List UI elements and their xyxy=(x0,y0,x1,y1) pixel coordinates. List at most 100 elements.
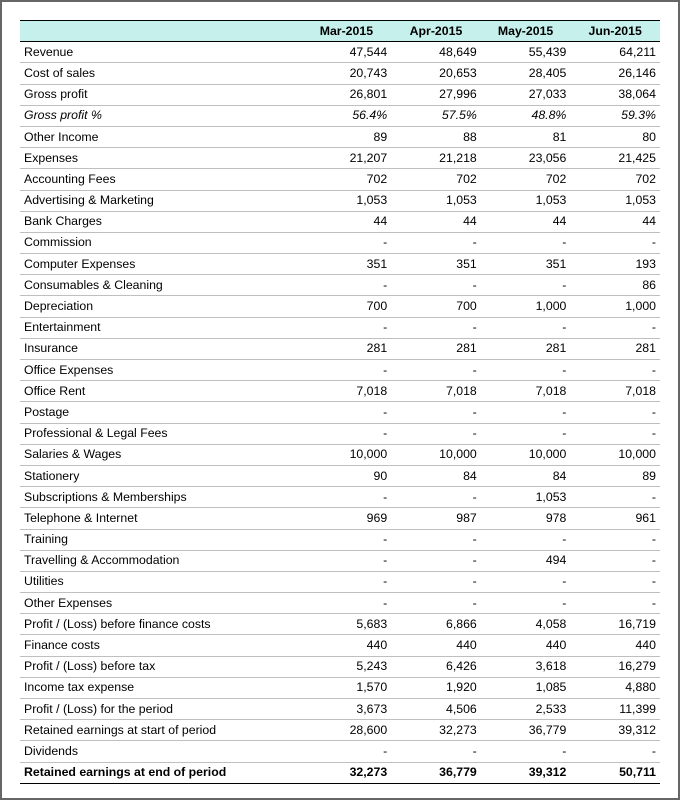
table-row: Training---- xyxy=(20,529,660,550)
cell-value: 1,053 xyxy=(481,190,571,211)
cell-value: 5,683 xyxy=(302,614,392,635)
cell-value: - xyxy=(391,593,481,614)
table-row: Advertising & Marketing1,0531,0531,0531,… xyxy=(20,190,660,211)
cell-value: 90 xyxy=(302,465,392,486)
cell-value: 440 xyxy=(391,635,481,656)
row-label: Profit / (Loss) for the period xyxy=(20,699,302,720)
table-row: Retained earnings at start of period28,6… xyxy=(20,720,660,741)
row-label: Bank Charges xyxy=(20,211,302,232)
table-row: Salaries & Wages10,00010,00010,00010,000 xyxy=(20,444,660,465)
table-row: Expenses21,20721,21823,05621,425 xyxy=(20,148,660,169)
cell-value: 57.5% xyxy=(391,105,481,126)
cell-value: 700 xyxy=(302,296,392,317)
cell-value: 7,018 xyxy=(391,381,481,402)
cell-value: 440 xyxy=(481,635,571,656)
cell-value: 1,053 xyxy=(570,190,660,211)
cell-value: 56.4% xyxy=(302,105,392,126)
cell-value: - xyxy=(391,487,481,508)
cell-value: - xyxy=(302,571,392,592)
cell-value: 1,053 xyxy=(302,190,392,211)
table-row: Professional & Legal Fees---- xyxy=(20,423,660,444)
cell-value: 281 xyxy=(481,338,571,359)
cell-value: 281 xyxy=(391,338,481,359)
cell-value: 440 xyxy=(570,635,660,656)
table-row: Subscriptions & Memberships--1,053- xyxy=(20,487,660,508)
cell-value: - xyxy=(302,593,392,614)
cell-value: 4,058 xyxy=(481,614,571,635)
table-row: Stationery90848489 xyxy=(20,465,660,486)
row-label: Income tax expense xyxy=(20,677,302,698)
cell-value: 28,405 xyxy=(481,63,571,84)
cell-value: 7,018 xyxy=(481,381,571,402)
cell-value: - xyxy=(391,423,481,444)
cell-value: - xyxy=(302,402,392,423)
row-label: Travelling & Accommodation xyxy=(20,550,302,571)
row-label: Salaries & Wages xyxy=(20,444,302,465)
cell-value: - xyxy=(570,360,660,381)
table-row: Bank Charges44444444 xyxy=(20,211,660,232)
col-header-2: Apr-2015 xyxy=(391,21,481,42)
row-label: Subscriptions & Memberships xyxy=(20,487,302,508)
cell-value: - xyxy=(570,741,660,762)
table-row: Other Income89888180 xyxy=(20,126,660,147)
cell-value: - xyxy=(302,232,392,253)
table-row: Postage---- xyxy=(20,402,660,423)
row-label: Finance costs xyxy=(20,635,302,656)
cell-value: 36,779 xyxy=(481,720,571,741)
table-row: Accounting Fees702702702702 xyxy=(20,169,660,190)
cell-value: - xyxy=(481,529,571,550)
cell-value: - xyxy=(302,317,392,338)
cell-value: 48.8% xyxy=(481,105,571,126)
cell-value: 1,000 xyxy=(570,296,660,317)
cell-value: 351 xyxy=(391,254,481,275)
table-row: Profit / (Loss) for the period3,6734,506… xyxy=(20,699,660,720)
cell-value: 89 xyxy=(302,126,392,147)
row-label: Revenue xyxy=(20,42,302,63)
cell-value: 10,000 xyxy=(481,444,571,465)
cell-value: 27,996 xyxy=(391,84,481,105)
cell-value: 7,018 xyxy=(570,381,660,402)
cell-value: - xyxy=(302,741,392,762)
row-label: Expenses xyxy=(20,148,302,169)
cell-value: 440 xyxy=(302,635,392,656)
table-row: Revenue47,54448,64955,43964,211 xyxy=(20,42,660,63)
cell-value: 7,018 xyxy=(302,381,392,402)
row-label: Advertising & Marketing xyxy=(20,190,302,211)
cell-value: - xyxy=(481,741,571,762)
cell-value: - xyxy=(391,317,481,338)
cell-value: 64,211 xyxy=(570,42,660,63)
cell-value: 351 xyxy=(481,254,571,275)
row-label: Consumables & Cleaning xyxy=(20,275,302,296)
row-label: Other Income xyxy=(20,126,302,147)
cell-value: 21,425 xyxy=(570,148,660,169)
table-row: Office Rent7,0187,0187,0187,018 xyxy=(20,381,660,402)
cell-value: 3,673 xyxy=(302,699,392,720)
cell-value: - xyxy=(391,360,481,381)
cell-value: 39,312 xyxy=(570,720,660,741)
cell-value: 281 xyxy=(570,338,660,359)
cell-value: 1,920 xyxy=(391,677,481,698)
cell-value: - xyxy=(302,423,392,444)
cell-value: 16,719 xyxy=(570,614,660,635)
cell-value: 969 xyxy=(302,508,392,529)
row-label: Insurance xyxy=(20,338,302,359)
cell-value: 21,218 xyxy=(391,148,481,169)
cell-value: 978 xyxy=(481,508,571,529)
table-row: Depreciation7007001,0001,000 xyxy=(20,296,660,317)
row-label: Office Expenses xyxy=(20,360,302,381)
table-row: Dividends---- xyxy=(20,741,660,762)
table-row: Utilities---- xyxy=(20,571,660,592)
cell-value: 2,533 xyxy=(481,699,571,720)
table-row: Gross profit26,80127,99627,03338,064 xyxy=(20,84,660,105)
cell-value: 10,000 xyxy=(302,444,392,465)
table-row: Consumables & Cleaning---86 xyxy=(20,275,660,296)
cell-value: 21,207 xyxy=(302,148,392,169)
cell-value: - xyxy=(391,402,481,423)
cell-value: 23,056 xyxy=(481,148,571,169)
row-label: Commission xyxy=(20,232,302,253)
cell-value: 193 xyxy=(570,254,660,275)
cell-value: 10,000 xyxy=(570,444,660,465)
cell-value: 39,312 xyxy=(481,762,571,783)
cell-value: 16,279 xyxy=(570,656,660,677)
cell-value: - xyxy=(391,275,481,296)
